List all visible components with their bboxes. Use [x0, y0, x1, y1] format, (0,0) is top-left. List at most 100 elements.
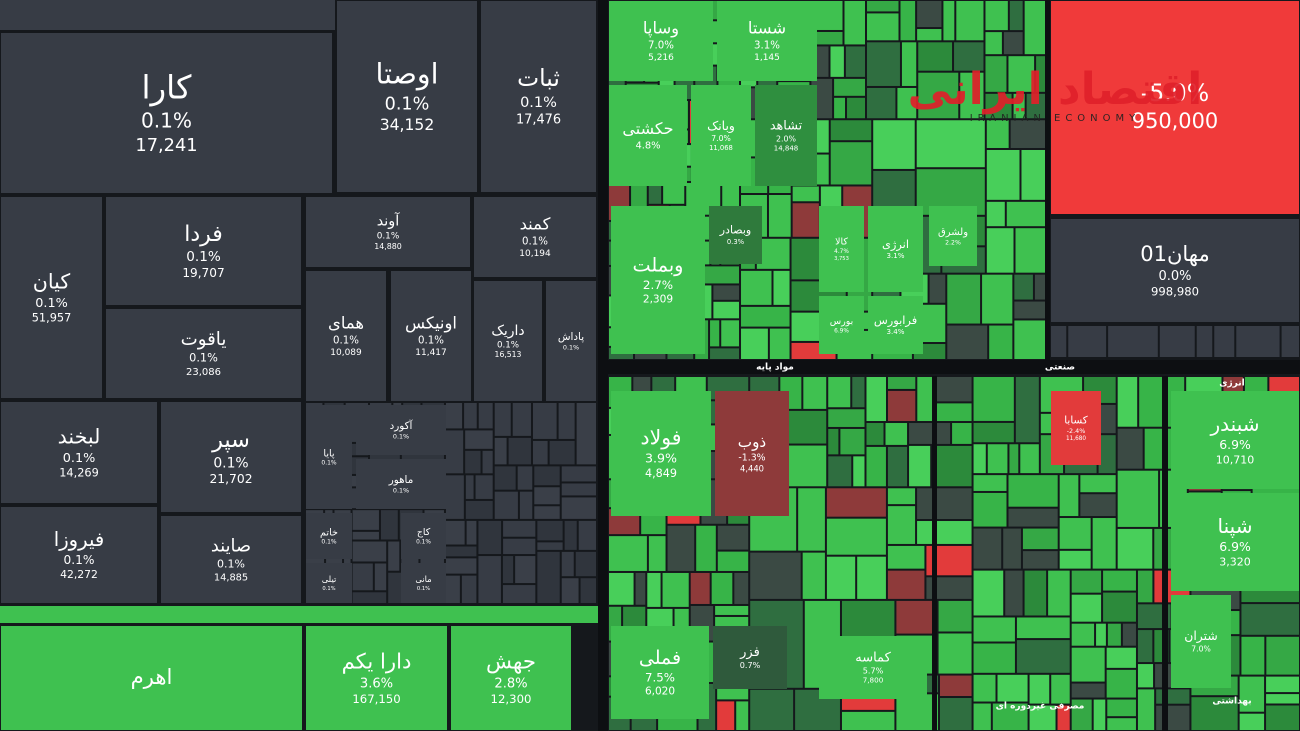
tile — [106, 197, 301, 305]
tile — [819, 636, 927, 699]
small-tile — [828, 409, 865, 427]
tile-volume: 42,272 — [60, 568, 98, 581]
small-tile — [478, 556, 501, 603]
small-tile — [938, 600, 972, 632]
small-tile — [1107, 699, 1136, 717]
small-tile — [465, 450, 481, 474]
tile-name: انرژی — [882, 237, 909, 252]
tile-name: همای — [328, 314, 364, 333]
small-tile — [576, 403, 596, 465]
small-tile — [866, 446, 886, 487]
small-tile — [609, 536, 647, 571]
small-tile — [1122, 623, 1136, 646]
small-tile — [1071, 623, 1095, 646]
small-tile — [1008, 56, 1035, 92]
tile-volume: 23,086 — [186, 367, 221, 378]
tile — [1, 33, 332, 193]
tile — [713, 626, 787, 689]
small-tile — [1051, 674, 1070, 704]
small-tile — [380, 510, 398, 540]
small-tile — [475, 475, 493, 499]
tile-name: کارا — [142, 68, 193, 106]
tile — [611, 391, 711, 516]
tile — [819, 206, 864, 292]
small-tile — [917, 521, 972, 544]
small-tile — [768, 195, 791, 237]
tile-name: مهان01 — [1140, 242, 1209, 266]
tile-name: فردا — [184, 222, 223, 247]
tile-name: سپر — [211, 427, 250, 453]
small-tile — [1014, 274, 1033, 300]
small-tile — [1107, 718, 1136, 730]
small-tile — [784, 445, 827, 487]
tile-volume: 950,000 — [1132, 109, 1218, 133]
small-tile — [1036, 56, 1047, 92]
tile-change: 0.1% — [563, 344, 579, 352]
tile-name: وبانک — [707, 118, 735, 134]
watermark: اقتصاد ایرانی IRANIAN ECONOMY — [908, 64, 1203, 124]
small-tile — [932, 445, 972, 487]
small-tile — [352, 563, 373, 591]
small-tile — [918, 42, 953, 71]
tile-name: ثبات — [517, 64, 560, 92]
small-tile — [1236, 326, 1280, 357]
small-tile — [1137, 689, 1155, 730]
tile-volume: 17,241 — [135, 135, 197, 156]
small-tile — [828, 428, 839, 455]
tile — [1051, 1, 1299, 214]
tile-name: فملی — [639, 647, 681, 669]
tile-name: تیلی — [322, 574, 337, 584]
tile-name: کمند — [520, 215, 551, 234]
small-tile — [711, 572, 733, 604]
small-tile — [973, 422, 1014, 443]
small-tile — [1106, 669, 1136, 698]
small-tile — [721, 320, 740, 347]
small-tile — [1014, 320, 1047, 359]
small-tile — [537, 542, 563, 550]
section-bar — [0, 606, 598, 623]
tile — [717, 1, 817, 81]
small-tile — [1098, 435, 1116, 474]
small-tile — [973, 528, 1002, 569]
tile — [451, 626, 571, 730]
small-tile — [1117, 470, 1159, 527]
small-tile — [1016, 640, 1070, 673]
tile — [1171, 595, 1231, 688]
tile-volume: 51,957 — [32, 311, 72, 324]
small-tile — [578, 520, 596, 550]
tile-volume: 19,707 — [182, 266, 224, 280]
tile-change: 0.1% — [35, 296, 68, 311]
small-tile — [973, 492, 1007, 527]
small-tile — [852, 377, 865, 408]
small-tile — [561, 483, 596, 496]
brand-title: اقتصاد ایرانی — [908, 64, 1203, 115]
tile-change: 0.1% — [189, 352, 218, 365]
small-tile — [340, 443, 369, 456]
small-tile — [853, 456, 865, 487]
small-tile — [1020, 444, 1039, 474]
small-tile — [561, 497, 596, 519]
small-tile — [952, 423, 972, 444]
small-tile — [445, 430, 464, 474]
small-tile — [374, 563, 387, 591]
tile-change: 0.1% — [393, 433, 409, 441]
small-tile — [954, 42, 984, 71]
small-tile — [1092, 518, 1116, 569]
small-tile — [502, 585, 536, 603]
small-tile — [1059, 550, 1091, 569]
small-tile — [750, 552, 801, 599]
small-tile — [986, 228, 1014, 273]
tile-name: شتران — [1184, 628, 1218, 644]
tile-name: شبندر — [1210, 412, 1260, 436]
small-tile — [1269, 377, 1299, 391]
tile-name: بورس — [830, 316, 853, 327]
tile-change: 0.1% — [385, 94, 430, 114]
small-tile — [537, 551, 560, 603]
tile-name: وبصادر — [719, 224, 751, 237]
small-tile — [534, 487, 560, 505]
tile-change: 7.0% — [711, 134, 731, 143]
small-tile — [1071, 699, 1092, 730]
divider — [608, 360, 1300, 374]
small-tile — [710, 348, 740, 359]
tile-volume: 14,885 — [214, 573, 248, 584]
